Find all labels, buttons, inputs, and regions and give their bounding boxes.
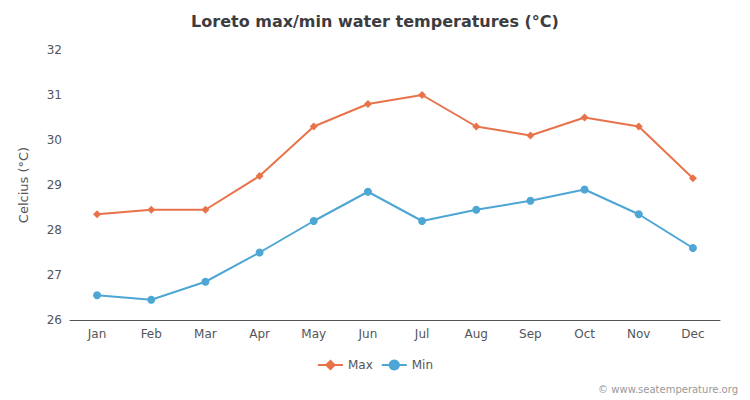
svg-text:Sep: Sep [519, 327, 542, 341]
svg-text:Celcius (°C): Celcius (°C) [16, 147, 31, 223]
svg-text:27: 27 [47, 268, 62, 282]
svg-text:Oct: Oct [574, 327, 595, 341]
svg-text:Loreto max/min water temperatu: Loreto max/min water temperatures (°C) [191, 12, 559, 31]
svg-text:Feb: Feb [141, 327, 162, 341]
svg-text:May: May [301, 327, 326, 341]
svg-text:32: 32 [47, 43, 62, 57]
svg-text:Apr: Apr [249, 327, 270, 341]
svg-text:Nov: Nov [627, 327, 650, 341]
svg-text:30: 30 [47, 133, 62, 147]
svg-text:Aug: Aug [465, 327, 488, 341]
svg-text:31: 31 [47, 88, 62, 102]
svg-text:© www.seatemperature.org: © www.seatemperature.org [598, 384, 738, 395]
svg-text:Jun: Jun [358, 327, 378, 341]
svg-text:Mar: Mar [194, 327, 217, 341]
svg-text:Min: Min [412, 358, 433, 372]
svg-text:28: 28 [47, 223, 62, 237]
svg-text:Jul: Jul [414, 327, 429, 341]
svg-text:Max: Max [348, 358, 373, 372]
svg-text:29: 29 [47, 178, 62, 192]
svg-text:Jan: Jan [87, 327, 107, 341]
svg-text:Dec: Dec [681, 327, 704, 341]
svg-text:26: 26 [47, 313, 62, 327]
